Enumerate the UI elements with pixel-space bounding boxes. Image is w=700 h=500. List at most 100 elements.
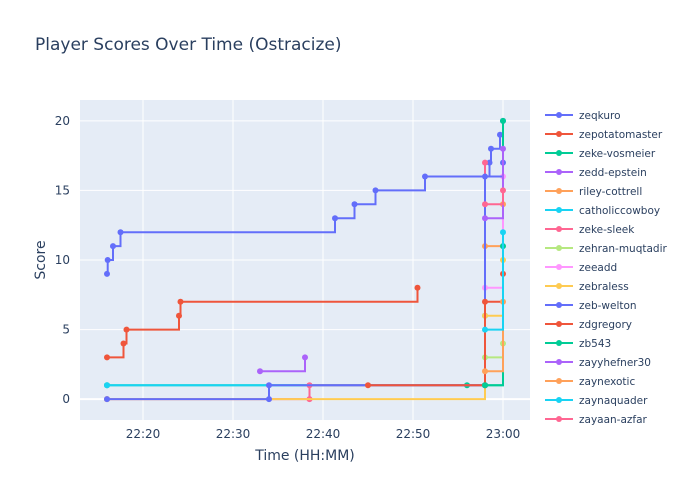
data-point[interactable] [104, 354, 110, 361]
data-point[interactable] [104, 270, 110, 277]
data-point[interactable] [500, 229, 506, 236]
legend-label: zayyhefner30 [579, 357, 651, 369]
data-point[interactable] [482, 368, 488, 375]
legend-swatch-marker [556, 264, 562, 270]
data-point[interactable] [422, 173, 428, 180]
series-zedd-epstein [257, 354, 308, 375]
legend[interactable]: zeqkuro zepotatomaster zeke-vosmeier zedd-e… [545, 110, 668, 426]
legend-swatch-marker [556, 321, 562, 327]
legend-swatch-marker [556, 226, 562, 232]
legend-item[interactable]: zaynaquader [545, 395, 648, 407]
legend-item[interactable]: zaynexotic [545, 376, 635, 388]
legend-swatch-marker [556, 416, 562, 422]
legend-label: zeke-sleek [579, 224, 635, 236]
data-point[interactable] [500, 187, 506, 194]
legend-label: zdgregory [579, 319, 632, 331]
legend-item[interactable]: zeke-vosmeier [545, 148, 656, 160]
series-zayaan-azfar [482, 187, 506, 208]
legend-swatch-marker [556, 131, 562, 137]
y-tick-label: 15 [55, 183, 70, 197]
series-layer [104, 117, 506, 403]
data-point[interactable] [497, 131, 503, 138]
y-tick-label: 5 [62, 323, 70, 337]
legend-item[interactable]: zeqkuro [545, 110, 621, 122]
series-line [260, 357, 306, 373]
legend-label: catholiccowboy [579, 205, 660, 217]
legend-item[interactable]: zdgregory [545, 319, 632, 331]
data-point[interactable] [266, 396, 272, 403]
series-line [485, 190, 504, 206]
legend-label: riley-cottrell [579, 186, 642, 198]
legend-label: zebraless [579, 281, 629, 293]
legend-label: zeke-vosmeier [579, 148, 656, 160]
legend-swatch-marker [556, 188, 562, 194]
data-point[interactable] [500, 117, 506, 124]
legend-item[interactable]: zeb-welton [545, 300, 637, 312]
legend-item[interactable]: zepotatomaster [545, 129, 663, 141]
data-point[interactable] [482, 215, 488, 222]
y-tick-label: 10 [55, 253, 70, 267]
legend-label: zayaan-azfar [579, 414, 648, 426]
x-tick-label: 22:40 [306, 427, 341, 441]
legend-item[interactable]: zeke-sleek [545, 224, 635, 236]
legend-label: zedd-epstein [579, 167, 647, 179]
data-point[interactable] [110, 243, 116, 250]
x-axis-title: Time (HH:MM) [254, 448, 355, 464]
data-point[interactable] [482, 382, 488, 389]
data-point[interactable] [482, 159, 488, 166]
legend-label: zepotatomaster [579, 129, 663, 141]
data-point[interactable] [117, 229, 124, 236]
data-point[interactable] [104, 382, 110, 389]
data-point[interactable] [332, 215, 338, 222]
data-point[interactable] [365, 382, 371, 389]
series-zayyhefner30 [482, 145, 506, 222]
x-tick-label: 22:30 [216, 427, 251, 441]
data-point[interactable] [177, 298, 184, 305]
x-tick-labels: 22:20 22:30 22:40 22:50 23:00 [126, 427, 521, 441]
y-tick-label: 20 [55, 114, 70, 128]
legend-item[interactable]: zehran-muqtadir [545, 243, 668, 255]
data-point[interactable] [176, 312, 182, 319]
data-point[interactable] [120, 340, 127, 347]
legend-item[interactable]: riley-cottrell [545, 186, 642, 198]
series-line [485, 148, 504, 220]
data-point[interactable] [482, 173, 488, 180]
legend-swatch-marker [556, 169, 562, 175]
legend-label: zaynaquader [579, 395, 648, 407]
data-point[interactable] [486, 159, 493, 166]
legend-swatch-marker [556, 207, 562, 213]
data-point[interactable] [104, 257, 111, 263]
data-point[interactable] [257, 368, 263, 375]
legend-label: zehran-muqtadir [579, 243, 668, 255]
data-point[interactable] [302, 354, 308, 361]
series-line [107, 287, 419, 359]
legend-swatch-marker [556, 302, 562, 308]
legend-item[interactable]: zedd-epstein [545, 167, 647, 179]
x-tick-label: 22:20 [126, 427, 161, 441]
data-point[interactable] [372, 187, 379, 194]
legend-item[interactable]: catholiccowboy [545, 205, 660, 217]
data-point[interactable] [488, 145, 494, 152]
data-point[interactable] [351, 201, 358, 208]
legend-item[interactable]: zebraless [545, 281, 629, 293]
series-line [485, 232, 504, 331]
data-point[interactable] [482, 201, 488, 208]
legend-swatch-marker [556, 359, 562, 365]
data-point[interactable] [123, 326, 130, 333]
data-point[interactable] [482, 298, 488, 305]
data-point[interactable] [414, 284, 421, 291]
data-point[interactable] [500, 145, 506, 152]
legend-item[interactable]: zayaan-azfar [545, 414, 648, 426]
legend-label: zeb-welton [579, 300, 637, 312]
legend-swatch-marker [556, 340, 562, 346]
data-point[interactable] [104, 396, 110, 403]
legend-item[interactable]: zeeadd [545, 262, 617, 274]
data-point[interactable] [482, 326, 488, 333]
y-tick-labels: 0 5 10 15 20 [55, 114, 70, 406]
legend-swatch-marker [556, 112, 562, 118]
legend-item[interactable]: zb543 [545, 338, 611, 350]
series-zepotatomaster [104, 284, 421, 361]
data-point[interactable] [266, 382, 272, 389]
legend-item[interactable]: zayyhefner30 [545, 357, 651, 369]
